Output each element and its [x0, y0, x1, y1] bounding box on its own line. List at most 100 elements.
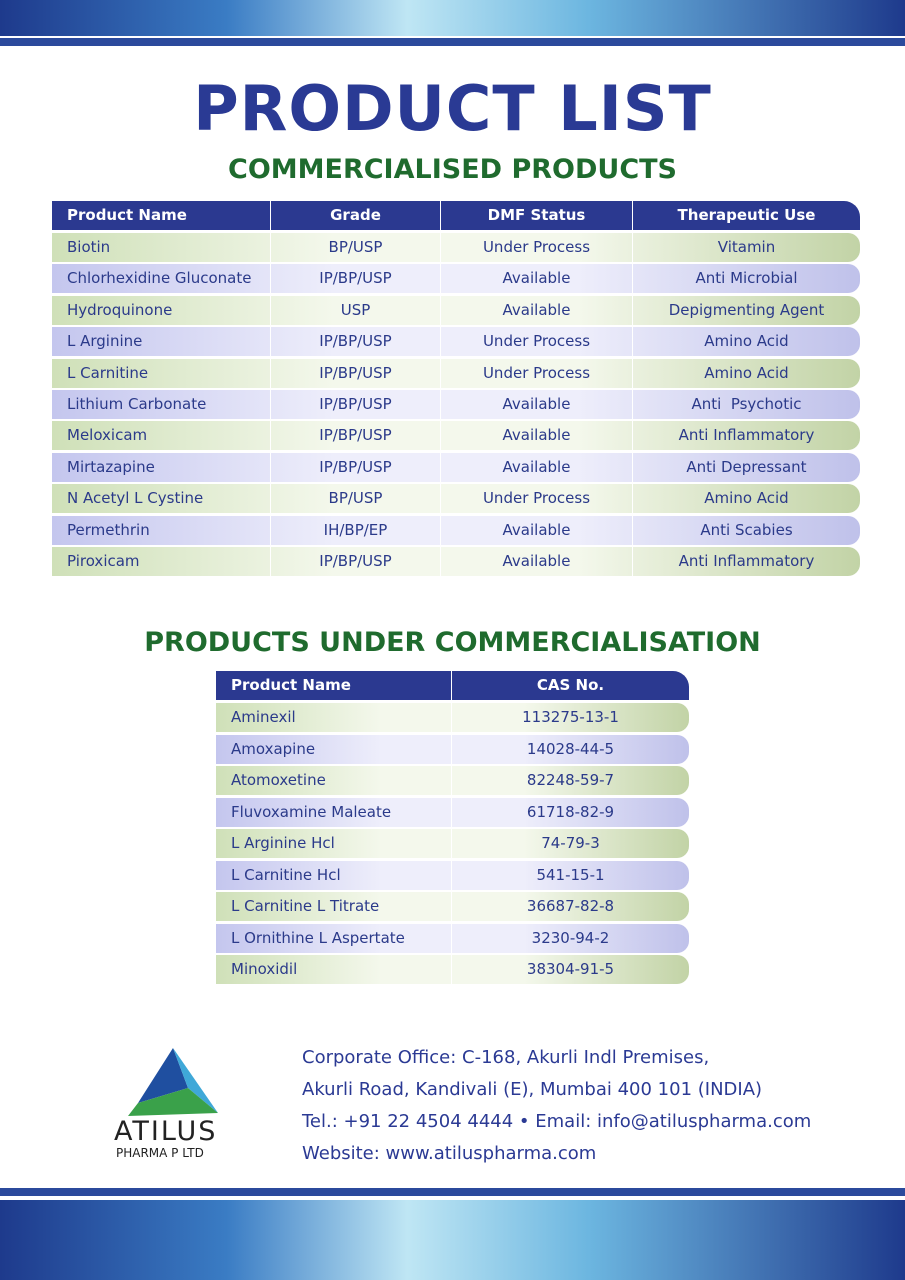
table-cell: Anti Microbial — [695, 269, 798, 288]
table-cell: L Carnitine Hcl — [216, 860, 452, 890]
table-row: Fluvoxamine Maleate 61718-82-9 — [216, 797, 689, 827]
table-cell: Available — [441, 452, 633, 482]
table-cell: Fluvoxamine Maleate — [216, 797, 452, 827]
table-row: Minoxidil 38304-91-5 — [216, 955, 689, 984]
table-row: L Carnitine L Titrate 36687-82-8 — [216, 892, 689, 921]
table-cell: 3230-94-2 — [531, 928, 610, 947]
table-cell: Amoxapine — [216, 734, 452, 764]
table-row: Permethrin IH/BP/EP Available Anti Scabies — [52, 515, 860, 545]
column-header: Therapeutic Use — [677, 206, 816, 224]
table-cell: IP/BP/USP — [271, 421, 441, 451]
table-cell: 36687-82-8 — [526, 897, 615, 915]
table-row: Chlorhexidine Gluconate IP/BP/USP Availabl… — [52, 264, 860, 294]
table-cell: L Ornithine L Aspertate — [216, 923, 452, 953]
table-cell: 38304-91-5 — [526, 960, 615, 978]
table-cell: Available — [441, 421, 633, 451]
table-cell: 82248-59-7 — [526, 771, 615, 789]
table-cell: Permethrin — [52, 515, 271, 545]
table-cell: Anti Depressant — [686, 457, 807, 476]
table-row: L Carnitine IP/BP/USP Under Process Amino A… — [52, 358, 860, 388]
table-cell: L Carnitine — [52, 358, 271, 388]
column-header: CAS No. — [536, 676, 605, 694]
table-cell: Amino Acid — [704, 332, 789, 351]
bottom-stripe — [0, 1188, 905, 1196]
table-cell: IH/BP/EP — [271, 515, 441, 545]
table-cell: Available — [441, 547, 633, 576]
table-cell: Chlorhexidine Gluconate — [52, 264, 271, 294]
table-cell: Anti Scabies — [700, 520, 793, 539]
table-row: Meloxicam IP/BP/USP Available Anti Inflamma… — [52, 421, 860, 451]
table-cell: IP/BP/USP — [271, 327, 441, 357]
table-cell: Mirtazapine — [52, 452, 271, 482]
header-row: Product Name Grade DMF Status Therapeutic U… — [52, 201, 860, 230]
top-band — [0, 0, 905, 36]
column-header: Product Name — [52, 201, 271, 230]
table-cell: Under Process — [441, 327, 633, 357]
table-cell: N Acetyl L Cystine — [52, 484, 271, 514]
table-cell: Piroxicam — [52, 547, 271, 576]
table-row: L Arginine IP/BP/USP Under Process Amino Ac… — [52, 327, 860, 357]
table-cell: USP — [271, 295, 441, 325]
table-cell: L Carnitine L Titrate — [216, 892, 452, 921]
contact-line: Tel.: +91 22 4504 4444 • Email: info@ati… — [302, 1111, 812, 1132]
table-row: Amoxapine 14028-44-5 — [216, 734, 689, 764]
table-cell: 14028-44-5 — [526, 739, 615, 758]
table-cell: IP/BP/USP — [271, 452, 441, 482]
table-row: Piroxicam IP/BP/USP Available Anti Inflamma… — [52, 547, 860, 576]
table-row: Atomoxetine 82248-59-7 — [216, 766, 689, 795]
table-cell: Atomoxetine — [216, 766, 452, 795]
table-row: Biotin BP/USP Under Process Vitamin — [52, 233, 860, 262]
table-cell: Available — [441, 515, 633, 545]
table-cell: Vitamin — [717, 238, 776, 256]
table-cell: Anti Inflammatory — [678, 426, 815, 445]
header-row: Product Name CAS No. — [216, 671, 689, 700]
table-cell: Available — [441, 295, 633, 325]
table-cell: L Arginine Hcl — [216, 829, 452, 858]
contact-block: Corporate Office: C-168, Akurli Indl Pre… — [302, 1042, 811, 1170]
table-cell: Available — [441, 264, 633, 294]
table-cell: Minoxidil — [216, 955, 452, 984]
bottom-band — [0, 1200, 905, 1280]
logo-name: ATILUS — [114, 1116, 218, 1147]
table-cell: BP/USP — [271, 233, 441, 262]
page-title: PRODUCT LIST — [193, 72, 712, 145]
table-cell: Amino Acid — [704, 489, 789, 508]
table-cell: IP/BP/USP — [271, 390, 441, 419]
table-cell: 541-15-1 — [536, 865, 605, 884]
table-cell: Under Process — [441, 358, 633, 388]
section-heading: PRODUCTS UNDER COMMERCIALISATION — [144, 627, 761, 658]
table-cell: Available — [441, 390, 633, 419]
table-cell: Aminexil — [216, 703, 452, 732]
logo-mark — [128, 1048, 218, 1116]
table-cell: IP/BP/USP — [271, 264, 441, 294]
table-cell: BP/USP — [271, 484, 441, 514]
contact-line: Akurli Road, Kandivali (E), Mumbai 400 1… — [302, 1079, 763, 1100]
table-row: N Acetyl L Cystine BP/USP Under Process Ami… — [52, 484, 860, 514]
table-row: L Carnitine Hcl 541-15-1 — [216, 860, 689, 890]
column-header: Grade — [271, 201, 441, 230]
table-row: Hydroquinone USP Available Depigmenting Age… — [52, 295, 860, 325]
table-cell: Under Process — [441, 233, 633, 262]
table-cell: 61718-82-9 — [526, 802, 615, 821]
table-cell: IP/BP/USP — [271, 547, 441, 576]
table-cell: L Arginine — [52, 327, 271, 357]
column-header: DMF Status — [441, 201, 633, 230]
table-cell: Biotin — [52, 233, 271, 262]
column-header: Product Name — [216, 671, 452, 700]
contact-line: Corporate Office: C-168, Akurli Indl Pre… — [302, 1047, 710, 1068]
table-row: Mirtazapine IP/BP/USP Available Anti Depres… — [52, 452, 860, 482]
table-row: L Ornithine L Aspertate 3230-94-2 — [216, 923, 689, 953]
table-cell: IP/BP/USP — [271, 358, 441, 388]
table-cell: Under Process — [441, 484, 633, 514]
table-cell: Lithium Carbonate — [52, 390, 271, 419]
table-cell: Hydroquinone — [52, 295, 271, 325]
table-row: L Arginine Hcl 74-79-3 — [216, 829, 689, 858]
logo-subtitle: PHARMA P LTD — [116, 1146, 204, 1160]
contact-line: Website: www.atiluspharma.com — [302, 1143, 597, 1164]
table-cell: 113275-13-1 — [522, 708, 619, 726]
table-cell: 74-79-3 — [541, 834, 600, 852]
table-cell: Anti Inflammatory — [678, 552, 815, 570]
top-stripe — [0, 38, 905, 46]
table-cell: Amino Acid — [704, 363, 789, 382]
